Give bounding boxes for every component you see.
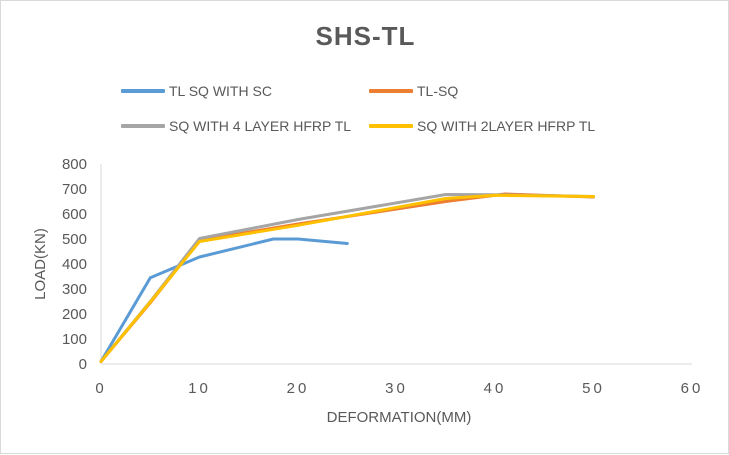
legend-item-tl-sq-with-sc: TL SQ WITH SC bbox=[121, 81, 272, 101]
legend-item-sq-with-2layer-hfrp-tl: SQ WITH 2LAYER HFRP TL bbox=[369, 116, 595, 136]
series-line-tl-sq bbox=[99, 192, 595, 363]
y-tick-label: 200 bbox=[62, 306, 87, 323]
series-line-tl-sq-with-sc bbox=[99, 237, 349, 363]
y-tick-label: 500 bbox=[62, 231, 87, 248]
y-tick-label: 400 bbox=[62, 256, 87, 273]
x-tick-label: 10 bbox=[188, 380, 211, 397]
legend-item-tl-sq: TL-SQ bbox=[369, 81, 458, 101]
y-tick-label: 300 bbox=[62, 281, 87, 298]
x-tick-label: 60 bbox=[681, 380, 704, 397]
y-tick-labels: 0 100 200 300 400 500 600 700 800 bbox=[62, 156, 87, 373]
series-line-sq-with-2layer-hfrp-tl bbox=[99, 193, 595, 363]
series-lines bbox=[99, 192, 595, 363]
x-tick-labels: 0 10 20 30 40 50 60 bbox=[95, 380, 704, 397]
legend-label: TL-SQ bbox=[417, 83, 459, 99]
legend-swatch bbox=[369, 124, 413, 128]
legend-label: SQ WITH 2LAYER HFRP TL bbox=[417, 118, 596, 134]
x-tick-label: 50 bbox=[582, 380, 605, 397]
x-tick-label: 0 bbox=[95, 380, 106, 397]
y-tick-label: 800 bbox=[62, 156, 87, 173]
y-axis-title: LOAD(KN) bbox=[32, 228, 49, 300]
legend-swatch bbox=[121, 124, 165, 128]
x-tick-label: 40 bbox=[484, 380, 507, 397]
y-tick-label: 0 bbox=[79, 356, 87, 373]
legend-label: SQ WITH 4 LAYER HFRP TL bbox=[169, 118, 352, 134]
legend-swatch bbox=[121, 89, 165, 93]
chart-title: SHS-TL bbox=[315, 21, 416, 51]
x-tick-label: 30 bbox=[385, 380, 408, 397]
y-tick-label: 700 bbox=[62, 181, 87, 198]
x-axis-title: DEFORMATION(MM) bbox=[327, 409, 472, 426]
legend-label: TL SQ WITH SC bbox=[169, 83, 272, 99]
x-tick-label: 20 bbox=[287, 380, 310, 397]
y-tick-label: 600 bbox=[62, 206, 87, 223]
legend-swatch bbox=[369, 89, 413, 93]
y-tick-label: 100 bbox=[62, 331, 87, 348]
series-line-sq-with-4-layer-hfrp-tl bbox=[99, 193, 595, 363]
legend-item-sq-with-4-layer-hfrp-tl: SQ WITH 4 LAYER HFRP TL bbox=[121, 116, 351, 136]
